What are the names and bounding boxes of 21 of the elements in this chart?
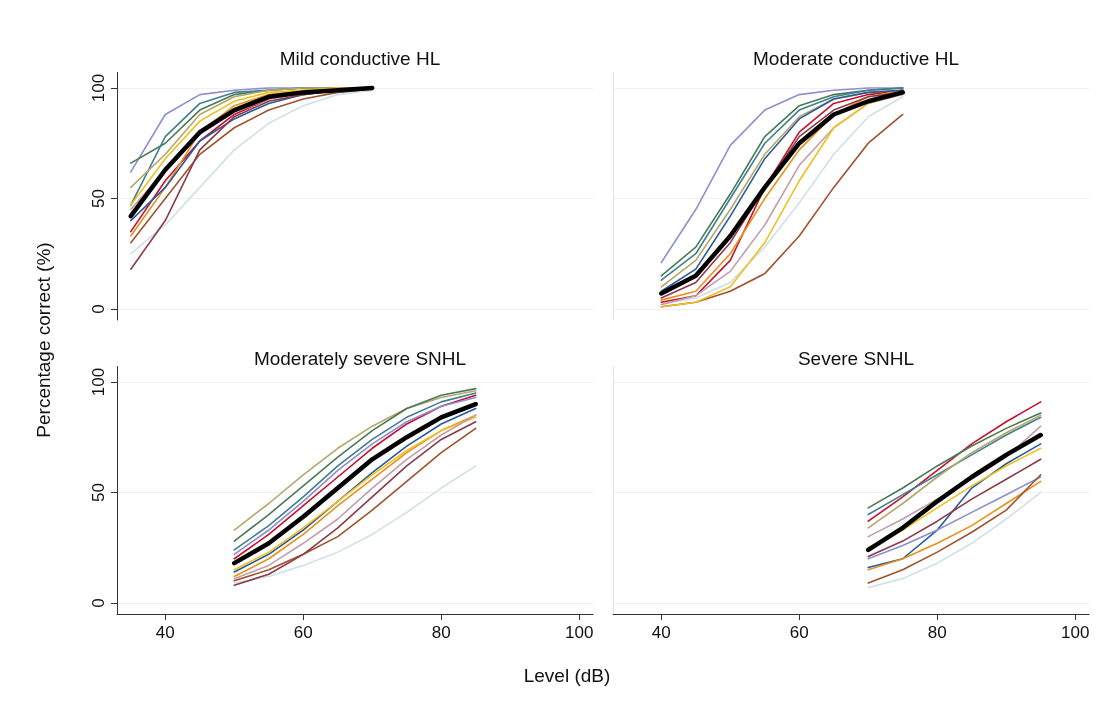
x-tick-label: 80 [431,623,451,642]
chart-title: Moderately severe SNHL [253,348,467,369]
x-tick-label: 40 [651,623,671,642]
chart-title: Moderate conductive HL [753,48,959,69]
y-tick-label: 50 [89,483,108,502]
x-tick-label: 60 [293,623,313,642]
chart-title: Severe SNHL [797,348,915,369]
x-axis-title: Level (dB) [523,665,611,687]
x-tick-label: 40 [155,623,175,642]
y-tick-label: 100 [89,367,108,397]
chart-title: Mild conductive HL [279,48,441,69]
x-tick-label: 60 [789,623,809,642]
x-tick-label: 100 [1061,623,1090,642]
y-tick-label: 0 [89,598,108,608]
x-tick-label: 100 [565,623,594,642]
y-axis-title: Percentage correct (%) [33,242,55,438]
x-tick-label: 80 [927,623,947,642]
y-tick-label: 0 [89,304,108,314]
line-series [233,465,477,584]
y-tick-label: 100 [89,73,108,103]
y-tick-label: 50 [89,189,108,208]
